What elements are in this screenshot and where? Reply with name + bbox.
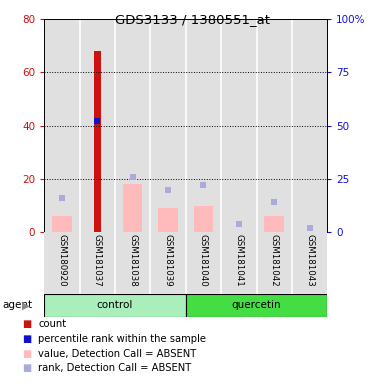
Text: ■: ■: [22, 363, 32, 373]
Text: GSM181040: GSM181040: [199, 234, 208, 287]
Text: agent: agent: [2, 300, 32, 310]
Bar: [292, 232, 327, 294]
Bar: [151, 232, 186, 294]
Bar: [123, 184, 142, 232]
Bar: [52, 216, 72, 232]
Text: GSM181037: GSM181037: [93, 234, 102, 287]
Bar: [115, 232, 151, 294]
Bar: [264, 216, 284, 232]
Text: ▶: ▶: [22, 300, 30, 310]
Text: GSM181039: GSM181039: [164, 234, 172, 287]
Text: GSM181038: GSM181038: [128, 234, 137, 287]
Bar: [44, 294, 186, 317]
Text: GSM181042: GSM181042: [270, 234, 279, 287]
Text: rank, Detection Call = ABSENT: rank, Detection Call = ABSENT: [38, 363, 192, 373]
Bar: [186, 19, 221, 232]
Text: GDS3133 / 1380551_at: GDS3133 / 1380551_at: [115, 13, 270, 26]
Bar: [186, 294, 327, 317]
Bar: [256, 19, 292, 232]
Bar: [94, 51, 100, 232]
Bar: [151, 19, 186, 232]
Bar: [186, 232, 221, 294]
Text: control: control: [97, 300, 133, 310]
Bar: [292, 19, 327, 232]
Bar: [194, 206, 213, 232]
Bar: [44, 232, 80, 294]
Bar: [256, 232, 292, 294]
Bar: [158, 209, 178, 232]
Bar: [44, 19, 80, 232]
Bar: [80, 19, 115, 232]
Bar: [115, 19, 151, 232]
Text: ■: ■: [22, 319, 32, 329]
Text: ■: ■: [22, 334, 32, 344]
Text: quercetin: quercetin: [232, 300, 281, 310]
Text: ■: ■: [22, 349, 32, 359]
Text: percentile rank within the sample: percentile rank within the sample: [38, 334, 206, 344]
Text: GSM181043: GSM181043: [305, 234, 314, 287]
Bar: [221, 232, 256, 294]
Text: count: count: [38, 319, 67, 329]
Text: GSM181041: GSM181041: [234, 234, 243, 287]
Bar: [80, 232, 115, 294]
Bar: [221, 19, 256, 232]
Text: value, Detection Call = ABSENT: value, Detection Call = ABSENT: [38, 349, 197, 359]
Text: GSM180920: GSM180920: [57, 234, 67, 287]
